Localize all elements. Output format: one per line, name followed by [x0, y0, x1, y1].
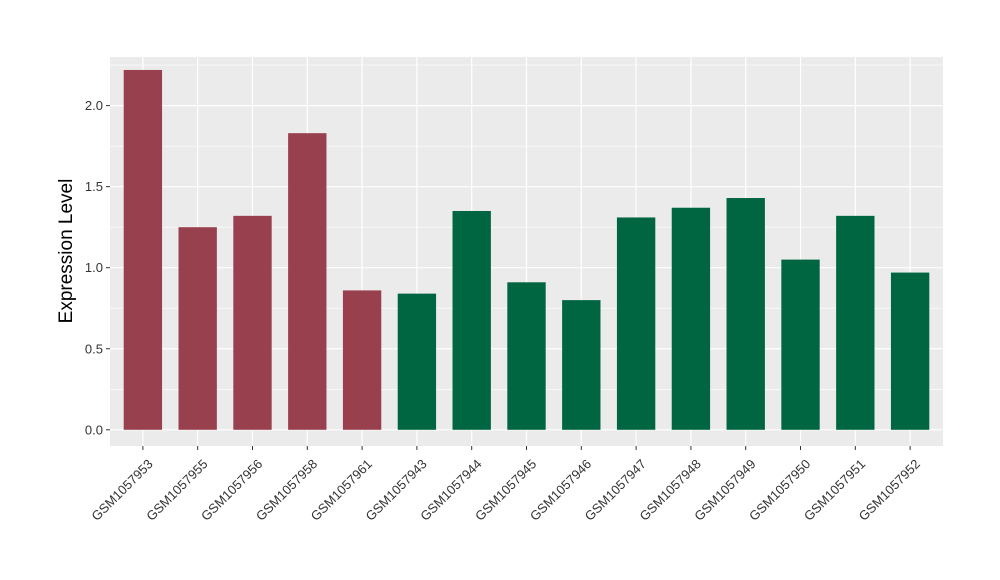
y-axis-title: Expression Level: [56, 179, 77, 324]
bar-GSM1057951: [836, 215, 875, 430]
bar-GSM1057961: [342, 290, 382, 430]
bar-GSM1057945: [507, 282, 546, 430]
bar-GSM1057949: [726, 198, 765, 430]
bar-GSM1057953: [123, 69, 163, 430]
y-tick-label: 2.0: [85, 98, 103, 113]
bar-GSM1057946: [562, 300, 601, 430]
bar-GSM1057950: [781, 259, 820, 430]
y-tick-label: 1.5: [85, 179, 103, 194]
y-tick-label: 0.0: [85, 422, 103, 437]
bar-GSM1057947: [616, 217, 656, 430]
y-tick-label: 0.5: [85, 341, 103, 356]
y-tick-label: 1.0: [85, 260, 103, 275]
bar-GSM1057958: [288, 133, 327, 430]
bar-GSM1057956: [233, 215, 272, 430]
bar-GSM1057948: [671, 207, 711, 430]
y-axis: 0.0 0.5 1.0 1.5 2.0: [85, 98, 110, 437]
bar-GSM1057943: [397, 293, 437, 430]
bar-GSM1057944: [452, 210, 491, 430]
bar-GSM1057955: [178, 227, 217, 430]
bars: [123, 69, 930, 430]
x-axis: GSM1057953GSM1057955GSM1057956GSM1057958…: [88, 446, 923, 524]
bar-GSM1057952: [890, 272, 930, 430]
